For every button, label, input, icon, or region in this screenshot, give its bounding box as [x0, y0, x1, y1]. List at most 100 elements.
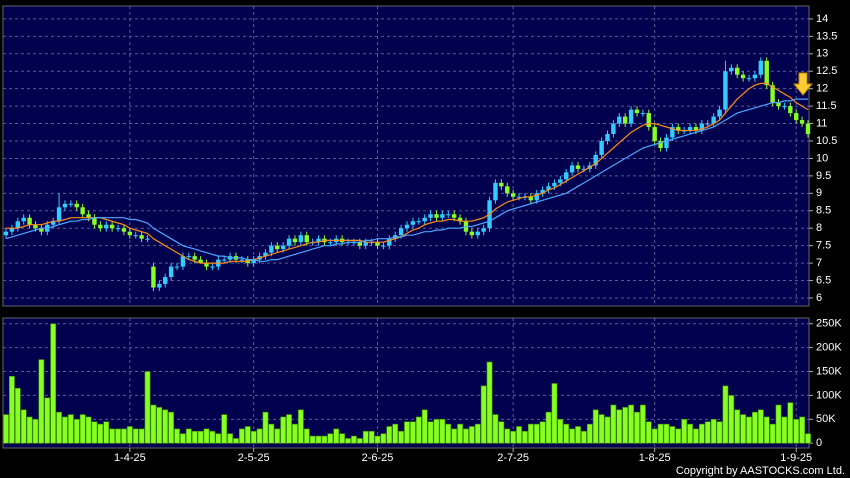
signal-arrow	[792, 72, 814, 96]
volume-bar	[132, 428, 139, 444]
volume-bar	[168, 411, 175, 444]
volume-bar	[409, 421, 416, 444]
candle-body	[168, 266, 174, 278]
candle-body	[298, 235, 304, 243]
candle-body	[764, 60, 769, 86]
y-tick-label: 14	[816, 13, 828, 25]
candle-body	[416, 221, 421, 223]
candle-body	[451, 214, 457, 218]
volume-bar	[227, 433, 233, 444]
x-tick-label: 2-5-25	[238, 452, 270, 464]
volume-bar	[439, 419, 446, 444]
y-tick-label: 150K	[816, 365, 842, 377]
candle-body	[782, 106, 787, 108]
y-tick-label: 13	[816, 48, 828, 60]
volume-bar	[38, 359, 45, 444]
volume-bar	[109, 428, 116, 444]
volume-bar	[557, 419, 564, 444]
volume-bar	[415, 416, 422, 444]
candle-body	[758, 60, 764, 75]
candle-body	[163, 277, 168, 285]
candle-body	[752, 74, 758, 79]
candle-body	[564, 172, 569, 180]
candle-body	[510, 193, 516, 197]
candle-body	[33, 224, 38, 229]
candle-body	[788, 106, 793, 114]
volume-bar	[368, 430, 375, 444]
volume-bar	[563, 423, 570, 444]
volume-bar	[380, 433, 387, 444]
volume-bar	[144, 371, 151, 444]
volume-bar	[669, 426, 676, 444]
volume-bar	[787, 402, 794, 444]
y-tick-label: 8.5	[816, 205, 831, 217]
volume-bar	[321, 435, 328, 444]
volume-bar	[103, 421, 110, 444]
price-panel	[2, 5, 810, 307]
volume-bar	[634, 411, 640, 444]
candle-body	[127, 231, 133, 236]
volume-bar	[62, 416, 68, 444]
volume-bar	[433, 419, 440, 444]
candle-body	[21, 217, 26, 222]
candle-body	[687, 127, 693, 131]
volume-bar	[351, 435, 357, 444]
volume-bar	[221, 414, 228, 444]
volume-bar	[427, 421, 434, 444]
volume-bar	[280, 416, 287, 444]
volume-bar	[50, 323, 57, 444]
volume-bar	[675, 428, 682, 444]
candle-body	[652, 127, 657, 141]
candle-body	[493, 182, 498, 201]
volume-bar	[79, 414, 86, 444]
volume-bar	[404, 421, 410, 444]
candle-body	[3, 231, 9, 236]
volume-bar	[292, 423, 298, 444]
volume-bar	[203, 428, 210, 444]
volume-bar	[91, 421, 98, 444]
volume-bar	[651, 428, 658, 444]
candle-body	[440, 214, 445, 218]
volume-bar	[527, 423, 534, 444]
candle-body	[711, 116, 716, 124]
volume-bar	[575, 426, 581, 444]
volume-bar	[3, 414, 9, 444]
volume-bar	[174, 428, 180, 444]
volume-bar	[510, 430, 517, 444]
candle-body	[528, 196, 534, 201]
candle-body	[381, 245, 386, 247]
candle-body	[375, 242, 380, 246]
candle-body	[499, 182, 504, 187]
volume-bar	[286, 414, 292, 444]
y-tick-label: 50K	[816, 413, 836, 425]
volume-bar	[162, 409, 169, 444]
volume-bar	[197, 430, 204, 444]
volume-bar	[233, 438, 239, 444]
candle-body	[121, 228, 127, 232]
candle-body	[770, 85, 775, 103]
volume-bar	[250, 430, 257, 444]
candle-body	[145, 238, 150, 240]
volume-bar	[333, 428, 340, 444]
volume-bar	[763, 416, 770, 444]
volume-bar	[752, 411, 758, 444]
volume-bar	[26, 416, 33, 444]
y-tick-label: 0	[816, 437, 822, 449]
volume-bar	[14, 387, 21, 444]
candle-body	[198, 259, 203, 264]
candle-body	[357, 242, 363, 246]
volume-bar	[622, 407, 629, 444]
y-tick-label: 8	[816, 222, 822, 234]
candle-body	[534, 193, 539, 201]
volume-bar	[799, 416, 806, 444]
candle-body	[446, 214, 451, 216]
volume-bar	[522, 430, 528, 444]
volume-bar	[274, 428, 281, 444]
volume-bar	[121, 428, 127, 444]
candle-body	[210, 266, 215, 268]
candle-body	[180, 256, 186, 267]
volume-bar	[303, 428, 310, 444]
volume-bar	[805, 433, 811, 444]
candle-body	[56, 207, 62, 222]
